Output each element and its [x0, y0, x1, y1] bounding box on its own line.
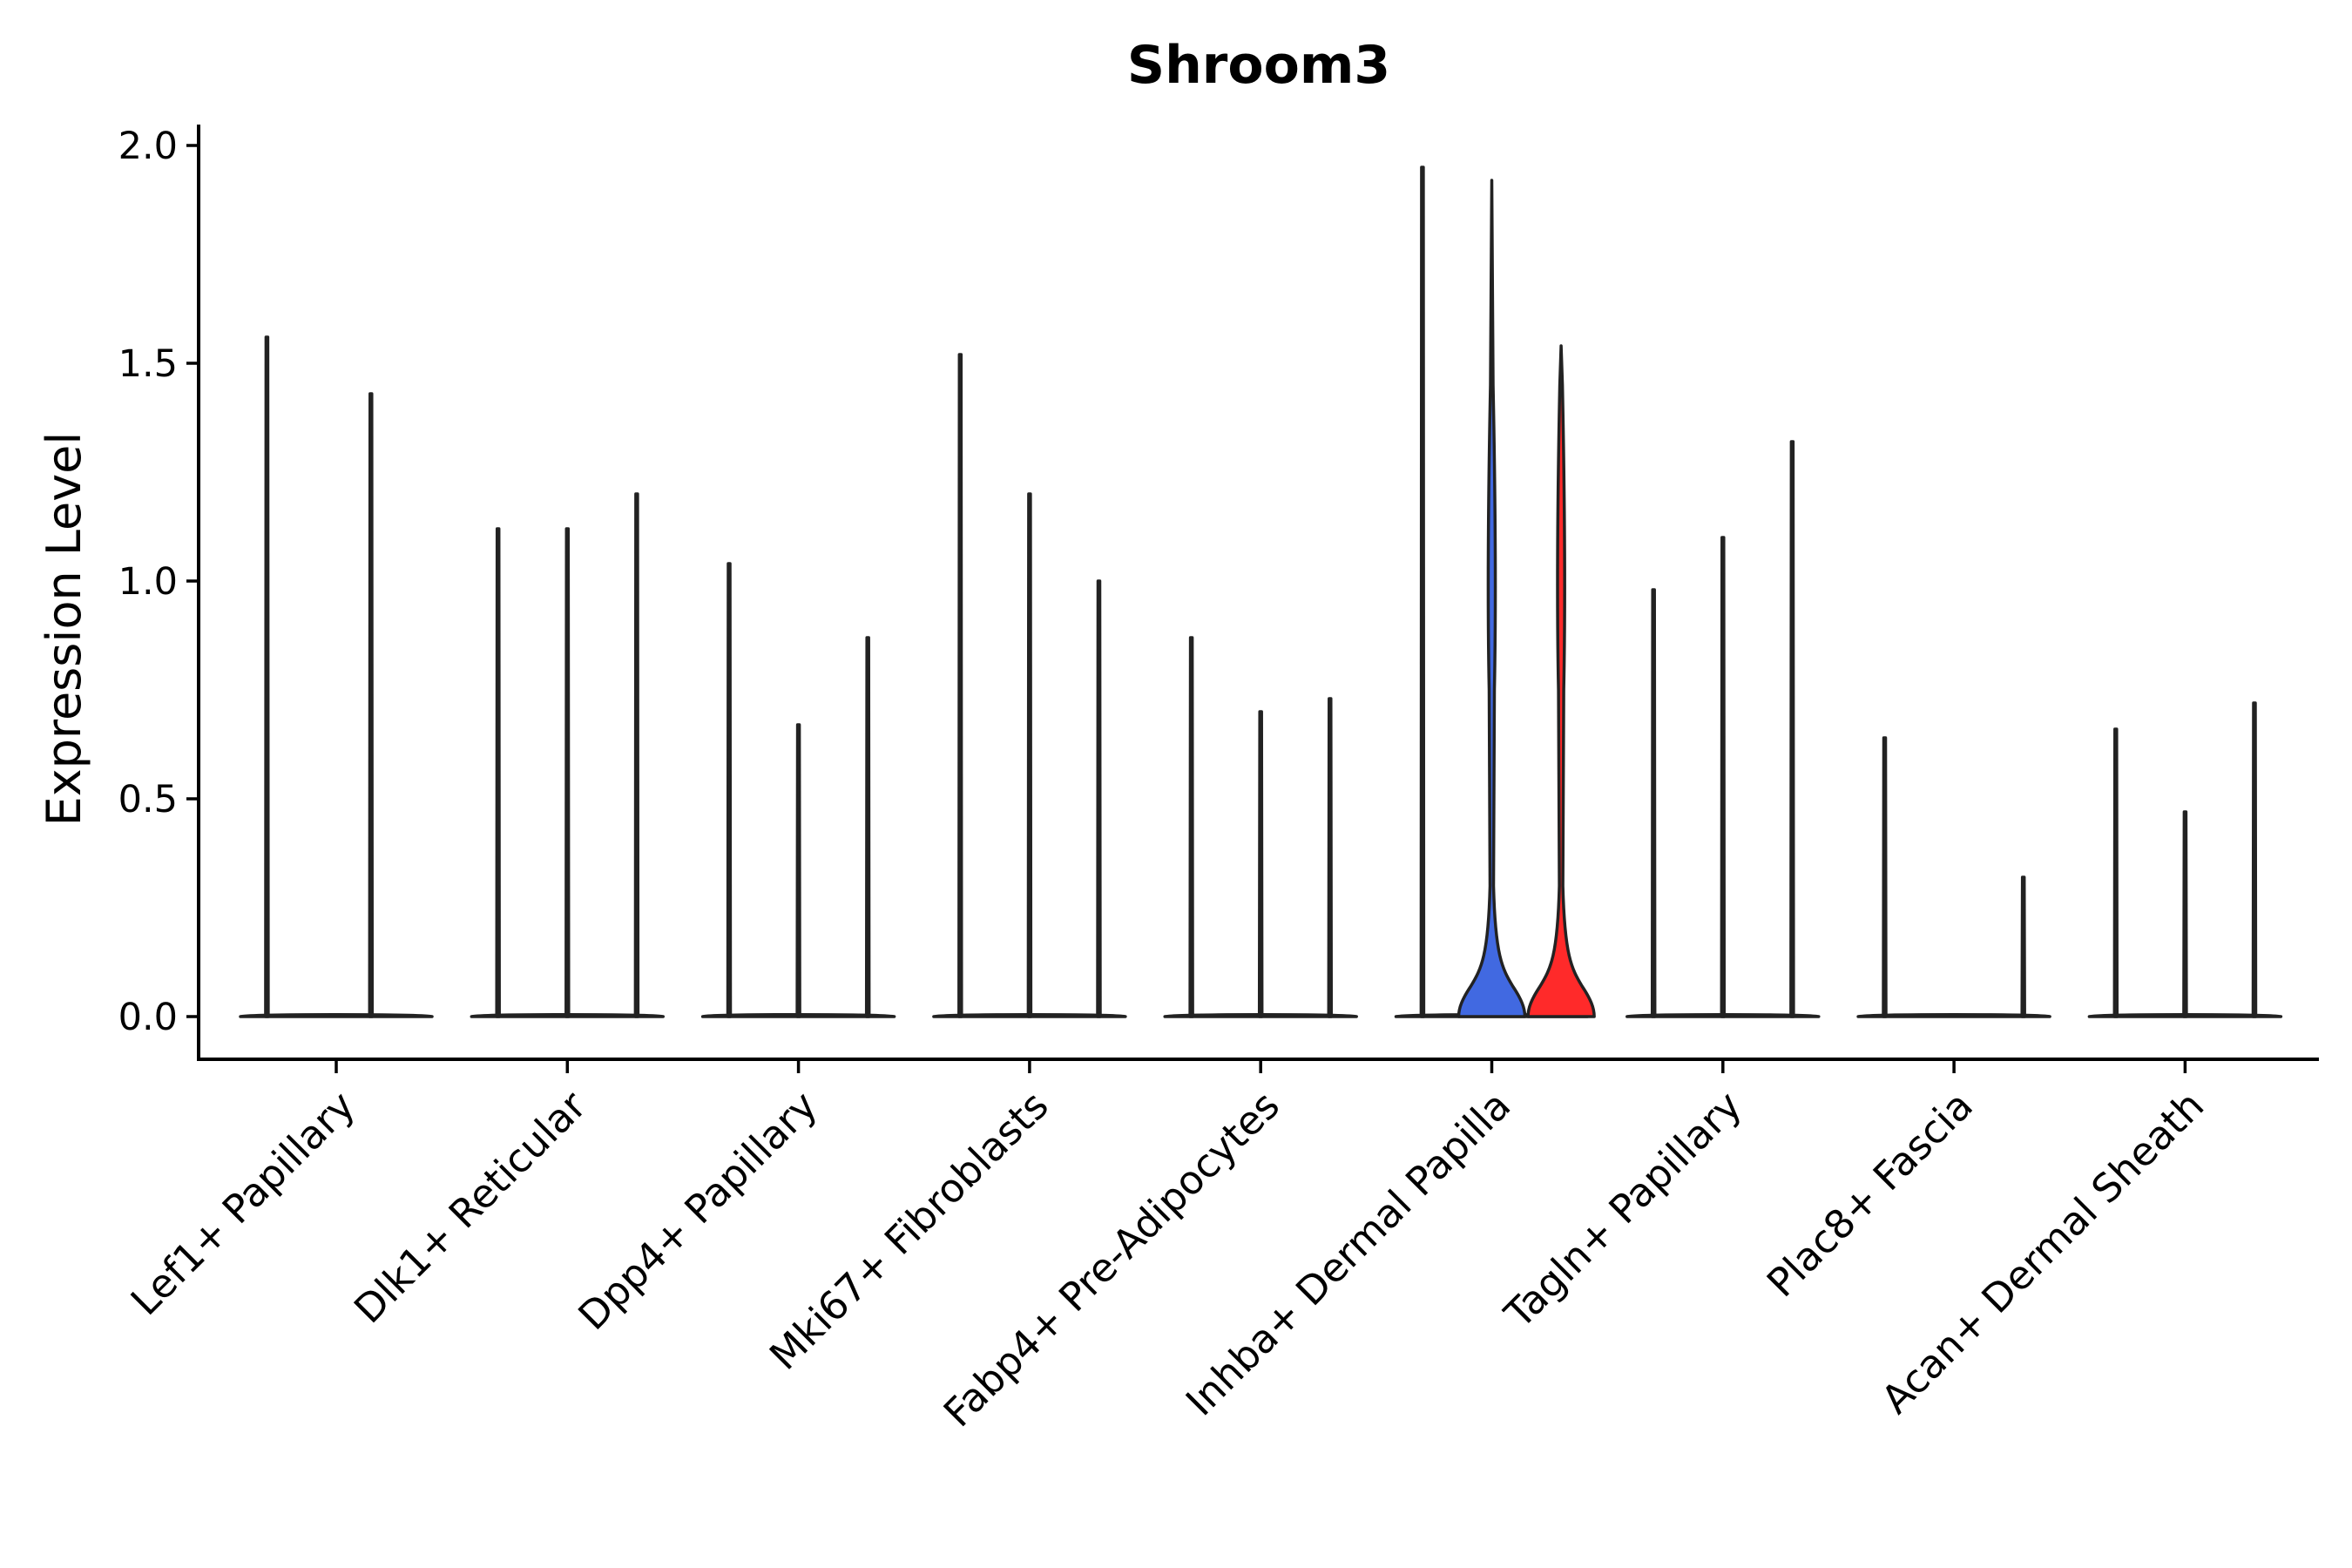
violin-spike: [2251, 701, 2258, 1018]
chart-title: Shroom3: [1127, 35, 1390, 96]
y-axis-label: Expression Level: [37, 432, 91, 827]
violin-spike: [795, 723, 801, 1018]
violin-spike: [368, 392, 375, 1018]
x-tick-label: Lef1+ Papillary: [122, 1082, 364, 1324]
violins-group: [239, 166, 2283, 1018]
violin-spike: [1882, 736, 1888, 1018]
y-tick-label: 2.0: [118, 125, 178, 168]
violin-spike: [1720, 536, 1727, 1018]
violin-spike: [1188, 636, 1194, 1018]
violin-spike: [564, 527, 571, 1018]
violin-spike: [1257, 710, 1264, 1018]
x-tick-label: Dlk1+ Reticular: [345, 1082, 595, 1332]
violin-spike: [633, 492, 640, 1018]
violin-spike: [1096, 579, 1102, 1018]
violin-spike: [1327, 697, 1334, 1018]
y-tick-label: 1.0: [118, 560, 178, 604]
y-ticks-group: 0.0 0.5 1.0 1.5 2.0: [118, 125, 199, 1039]
y-tick-label: 1.5: [118, 342, 178, 386]
violin-spike: [1419, 166, 1426, 1018]
violin-spike: [264, 335, 270, 1018]
violin-spike: [726, 562, 733, 1018]
y-tick-label: 0.5: [118, 778, 178, 821]
violin-spike: [2112, 727, 2119, 1018]
violin-spike: [2182, 810, 2188, 1018]
violin-baseline: [239, 1013, 434, 1018]
violin-spike: [1650, 588, 1657, 1018]
violin-spike: [495, 527, 501, 1018]
x-tick-label: Tagln+ Papillary: [1495, 1082, 1750, 1337]
violin-spike: [2020, 875, 2026, 1018]
violin-shape: [1526, 344, 1596, 1018]
violin-spike: [1026, 492, 1033, 1018]
y-tick-label: 0.0: [118, 996, 178, 1039]
violin-spike: [1789, 440, 1795, 1018]
violin-baseline: [1856, 1013, 2051, 1018]
violin-spike: [864, 636, 871, 1018]
x-tick-label: Plac8+ Fascia: [1758, 1082, 1982, 1306]
violin-shape: [1456, 179, 1527, 1018]
violin-spike: [957, 353, 963, 1018]
x-tick-label: Dpp4+ Papillary: [570, 1082, 827, 1339]
